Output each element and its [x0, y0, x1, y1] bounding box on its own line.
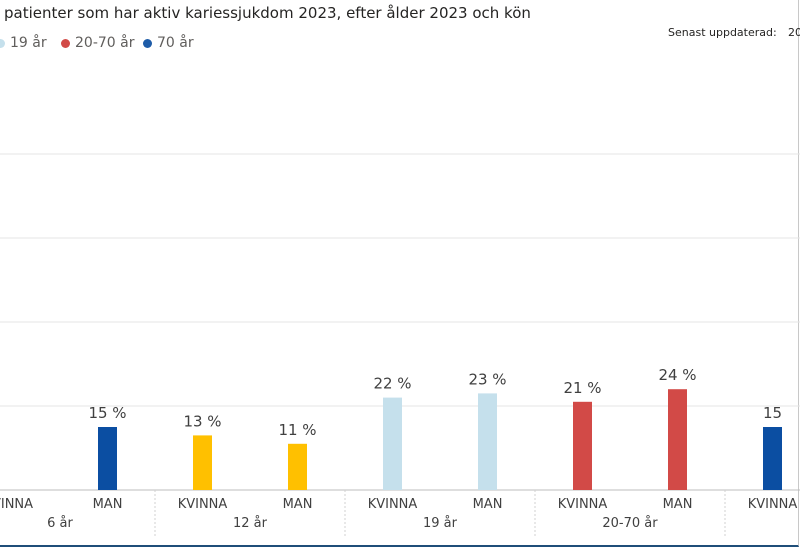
last-updated-label: Senast uppdaterad:: [668, 26, 777, 39]
data-label: 13 %: [183, 412, 221, 430]
legend-dot-icon: [0, 38, 5, 48]
legend-label: 20-70 år: [75, 35, 135, 51]
data-label: 15: [763, 404, 782, 422]
category-label: MAN: [283, 497, 313, 512]
category-label: KVINNA: [178, 497, 228, 512]
bar: [573, 401, 592, 490]
bar: [193, 435, 212, 490]
data-label: 21 %: [563, 379, 601, 397]
group-label: 6 år: [47, 516, 73, 531]
data-label: 23 %: [468, 370, 506, 388]
category-label: MAN: [663, 497, 693, 512]
group-label: 19 år: [423, 516, 458, 531]
legend-dot-icon: [143, 38, 152, 48]
bar: [288, 443, 307, 490]
data-label: 15 %: [88, 404, 126, 422]
category-label: VINNA: [0, 497, 33, 512]
bar: [98, 427, 117, 490]
chart-title: patienter som har aktiv kariessjukdom 20…: [4, 4, 531, 22]
legend-item-70[interactable]: 70 år: [143, 35, 194, 51]
group-label: 12 år: [233, 516, 268, 531]
category-label: KVINNA: [368, 497, 418, 512]
bar: [383, 397, 402, 490]
group-label: 20-70 år: [602, 516, 658, 531]
bar: [763, 427, 782, 490]
bar: [478, 393, 497, 490]
category-label: MAN: [473, 497, 503, 512]
legend-item-19[interactable]: 19 år: [0, 35, 47, 51]
legend-dot-icon: [61, 38, 70, 48]
data-label: 22 %: [373, 375, 411, 393]
bar: [668, 389, 687, 490]
category-label: KVINNA: [748, 497, 798, 512]
legend-label: 70 år: [157, 35, 194, 51]
data-label: 24 %: [658, 366, 696, 384]
data-label: 11 %: [278, 421, 316, 439]
last-updated-value: 20: [788, 26, 800, 39]
legend-item-20-70[interactable]: 20-70 år: [61, 35, 134, 51]
category-label: MAN: [93, 497, 123, 512]
legend-label: 19 år: [10, 35, 47, 51]
category-label: KVINNA: [558, 497, 608, 512]
